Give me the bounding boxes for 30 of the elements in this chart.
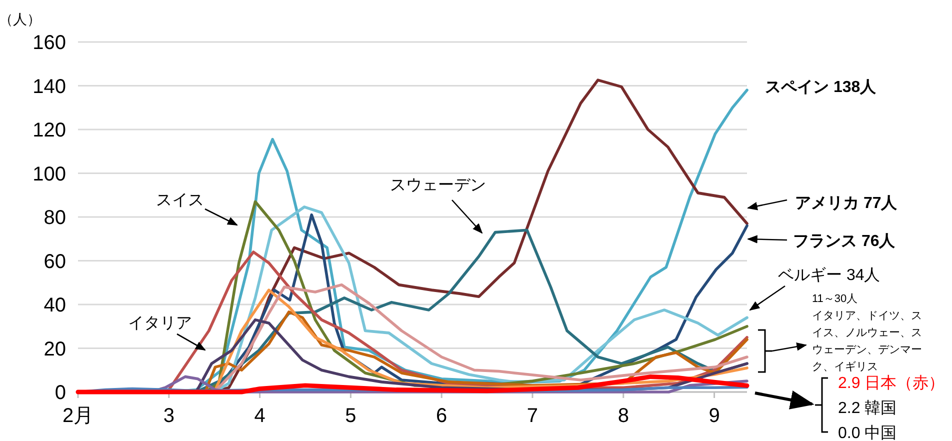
annotation: イタリア	[128, 315, 192, 332]
x-tick-label: 8	[618, 405, 629, 427]
text: 11～30人	[812, 293, 858, 305]
text: アメリカ 77人	[795, 194, 898, 212]
x-tick-label: 7	[526, 405, 538, 427]
text: フランス 76人	[793, 232, 896, 250]
y-tick-label: 120	[32, 120, 66, 142]
y-tick-label: 20	[44, 338, 66, 360]
x-tick-label: 4	[254, 405, 266, 427]
x-tick-label: 9	[708, 405, 720, 427]
annotation: スイス	[156, 192, 204, 209]
y-axis-title: （人）	[0, 11, 41, 27]
text: イタリア、ドイツ、スイス、ノルウェー、スウェーデン、デンマーク、イギリス	[812, 310, 922, 373]
y-tick-label: 80	[44, 207, 66, 229]
y-tick-label: 0	[54, 382, 66, 404]
text: 0.0 中国	[838, 424, 897, 441]
text: 2.9 日本（赤）	[838, 374, 945, 392]
annotation: スウェーデン	[390, 177, 486, 194]
x-tick-label: 5	[345, 405, 356, 427]
text: 2.2 韓国	[838, 399, 897, 417]
y-tick-label: 160	[32, 32, 66, 54]
y-tick-label: 60	[44, 250, 66, 273]
x-tick-label: 6	[436, 405, 448, 427]
y-tick-label: 100	[32, 163, 66, 186]
x-tick-label: 3	[163, 405, 174, 427]
x-tick-label: 2月	[62, 405, 94, 427]
y-tick-label: 40	[44, 294, 66, 316]
text: ベルギー 34人	[778, 266, 880, 284]
text: スペイン 138人	[765, 78, 878, 96]
y-tick-label: 140	[32, 76, 66, 98]
